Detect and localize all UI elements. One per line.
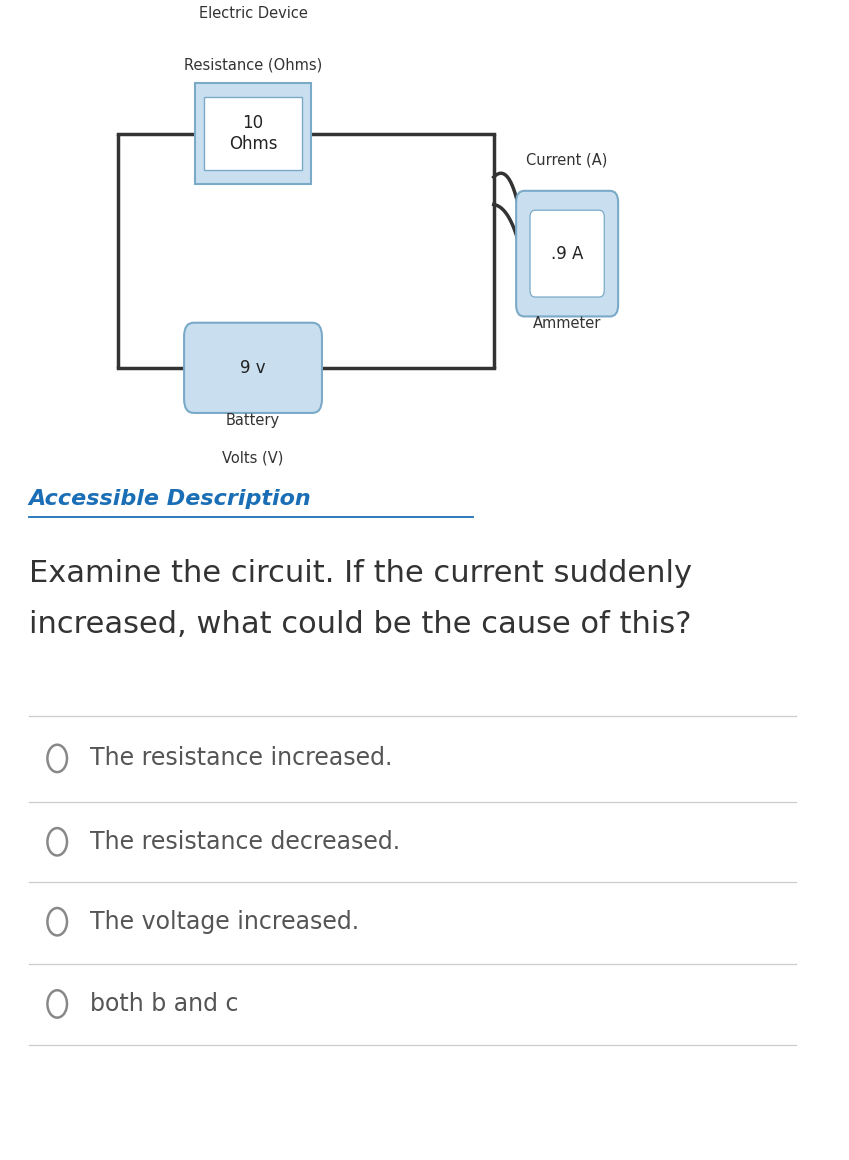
Text: 10
Ohms: 10 Ohms (228, 115, 278, 153)
Text: Current (A): Current (A) (526, 153, 608, 168)
Text: Ammeter: Ammeter (533, 317, 601, 332)
Text: The resistance decreased.: The resistance decreased. (90, 829, 400, 854)
Text: Accessible Description: Accessible Description (29, 490, 312, 509)
Text: Resistance (Ohms): Resistance (Ohms) (184, 57, 322, 72)
Text: .9 A: .9 A (551, 245, 583, 262)
FancyBboxPatch shape (195, 84, 311, 184)
Text: Volts (V): Volts (V) (222, 450, 284, 465)
Text: The resistance increased.: The resistance increased. (90, 746, 392, 770)
Text: The voltage increased.: The voltage increased. (90, 909, 359, 934)
Text: 9 v: 9 v (240, 358, 266, 377)
Text: Electric Device: Electric Device (199, 6, 307, 21)
FancyBboxPatch shape (516, 191, 618, 317)
Text: Examine the circuit. If the current suddenly: Examine the circuit. If the current sudd… (29, 559, 692, 588)
Text: increased, what could be the cause of this?: increased, what could be the cause of th… (29, 610, 691, 639)
FancyBboxPatch shape (184, 322, 322, 413)
FancyBboxPatch shape (204, 97, 302, 171)
Text: both b and c: both b and c (90, 992, 239, 1016)
FancyBboxPatch shape (530, 210, 604, 297)
Text: Battery: Battery (226, 413, 280, 428)
